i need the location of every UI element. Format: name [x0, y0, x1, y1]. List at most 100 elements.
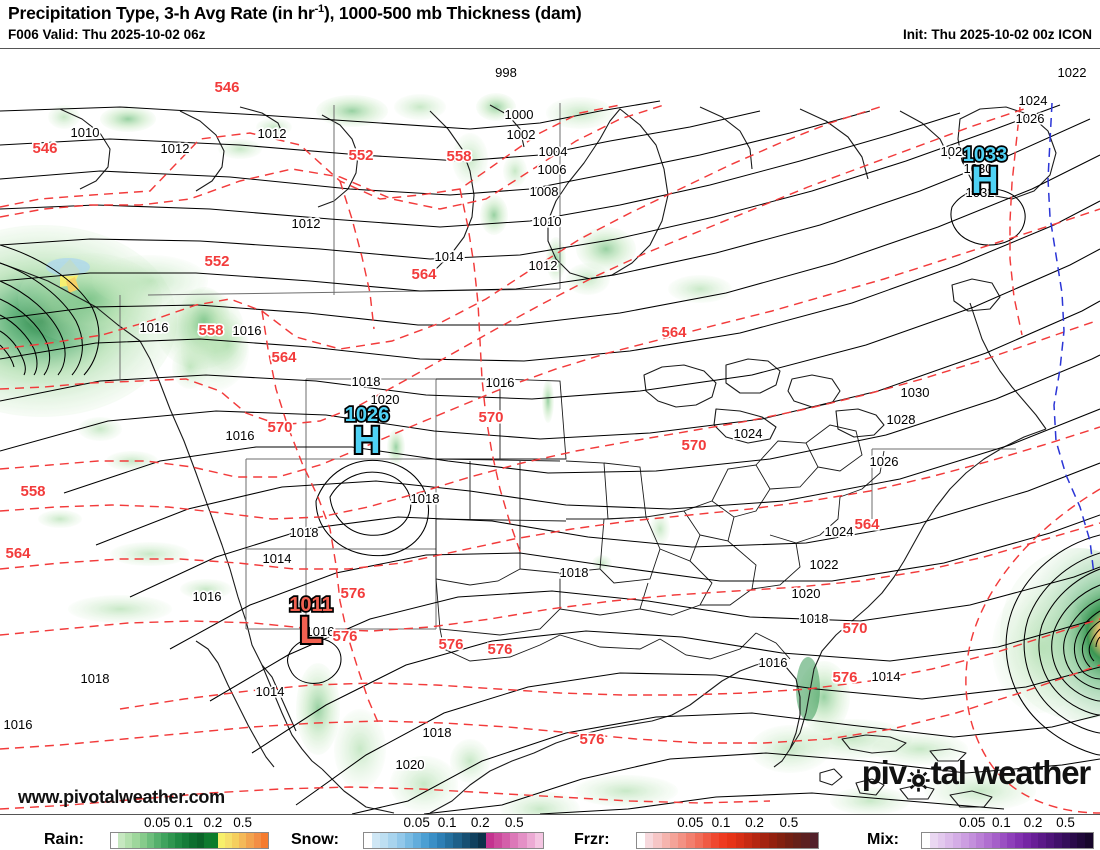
map-canvas[interactable]: 9989981000100010021002100410041006100610… [0, 49, 1100, 814]
svg-text:570: 570 [842, 620, 867, 637]
svg-text:1008: 1008 [530, 184, 559, 199]
swatch [1038, 833, 1047, 848]
swatch [653, 833, 662, 848]
swatch [1022, 833, 1031, 848]
swatch [968, 833, 977, 848]
swatch [534, 833, 543, 848]
svg-text:1016: 1016 [226, 428, 255, 443]
svg-text:1016: 1016 [233, 323, 262, 338]
svg-text:1026: 1026 [870, 454, 899, 469]
precipitation-shading [0, 93, 1100, 814]
swatch [412, 833, 421, 848]
colorbar-swatches-mix[interactable] [921, 832, 1094, 849]
svg-text:576: 576 [579, 731, 604, 748]
swatch [1015, 833, 1023, 848]
svg-text:1026: 1026 [1016, 111, 1045, 126]
swatch [809, 833, 818, 848]
svg-text:576: 576 [832, 669, 857, 686]
svg-text:564: 564 [5, 545, 31, 562]
colorbar-tick: 0.5 [504, 815, 524, 830]
colorbar-swatches-rain[interactable] [110, 832, 269, 849]
swatch [929, 833, 938, 848]
svg-text:564: 564 [411, 266, 437, 283]
svg-text:570: 570 [478, 409, 503, 426]
swatch [645, 833, 654, 848]
swatch [239, 833, 247, 848]
svg-text:570: 570 [681, 437, 706, 454]
svg-text:1000: 1000 [505, 107, 534, 122]
swatch [404, 833, 413, 848]
svg-text:998: 998 [495, 65, 517, 80]
svg-text:576: 576 [487, 641, 512, 658]
swatch [168, 833, 176, 848]
swatch [146, 833, 154, 848]
svg-text:558: 558 [20, 483, 45, 500]
svg-text:576: 576 [332, 628, 357, 645]
swatch [694, 833, 703, 848]
colorbar-frzr[interactable]: Frzr: 0.05 0.1 0.2 0.5 [550, 815, 825, 850]
swatch [661, 833, 670, 848]
svg-text:558: 558 [198, 322, 223, 339]
svg-text:1014: 1014 [263, 551, 292, 566]
isobar-label-group: 9989981000100010021002100410041006100610… [2, 63, 1088, 773]
colorbar-legend: Rain: 0.05 0.1 0.2 0.5 Snow: 0.05 0.1 0.2 0.5 Fr… [0, 815, 1100, 850]
swatch [232, 833, 240, 848]
svg-text:998: 998 [495, 65, 517, 80]
svg-text:1020: 1020 [792, 586, 821, 601]
swatch [1046, 833, 1055, 848]
swatch [182, 833, 190, 848]
swatch [210, 833, 218, 848]
swatch [976, 833, 985, 848]
svg-text:1014: 1014 [256, 684, 285, 699]
svg-text:1032: 1032 [966, 185, 995, 200]
weather-map[interactable]: 998 998 1000 1000 1002 1002 1004 1004 1006 1006 10… [0, 48, 1100, 815]
colorbar-rain[interactable]: Rain: 0.05 0.1 0.2 0.5 [0, 815, 275, 850]
svg-text:1018: 1018 [423, 725, 452, 740]
swatch [922, 833, 930, 848]
svg-text:1014: 1014 [263, 551, 292, 566]
svg-text:1016: 1016 [193, 589, 222, 604]
swatch [175, 833, 183, 848]
title-tail: ), 1000-500 mb Thickness (dam) [323, 3, 582, 23]
colorbar-mix[interactable]: Mix: 0.05 0.1 0.2 0.5 [825, 815, 1100, 850]
swatch [727, 833, 736, 848]
svg-text:1033: 1033 [963, 144, 1008, 166]
svg-text:1016: 1016 [140, 320, 169, 335]
svg-text:546: 546 [214, 79, 239, 96]
colorbar-swatches-snow[interactable] [363, 832, 544, 849]
svg-text:576: 576 [340, 585, 365, 602]
colorbar-tick: 0.1 [991, 815, 1011, 830]
colorbar-snow[interactable]: Snow: 0.05 0.1 0.2 0.5 [275, 815, 550, 850]
svg-text:564: 564 [271, 349, 297, 366]
colorbar-ticks-mix: 0.05 0.1 0.2 0.5 [921, 815, 1092, 831]
colorbar-ticks-snow: 0.05 0.1 0.2 0.5 [363, 815, 542, 831]
svg-text:1030: 1030 [901, 385, 930, 400]
svg-text:1020: 1020 [371, 392, 400, 407]
svg-text:546: 546 [32, 140, 57, 157]
swatch [526, 833, 535, 848]
swatch [735, 833, 744, 848]
init-time-label: Init: Thu 2025-10-02 00z ICON [902, 27, 1092, 42]
svg-text:1011: 1011 [289, 594, 332, 616]
svg-text:564: 564 [271, 349, 297, 366]
thickness-contours-warm [0, 104, 1100, 814]
us-state-outlines [435, 378, 885, 662]
swatch [453, 833, 462, 848]
svg-text:1011: 1011 [289, 594, 332, 616]
colorbar-swatches-frzr[interactable] [636, 832, 819, 849]
